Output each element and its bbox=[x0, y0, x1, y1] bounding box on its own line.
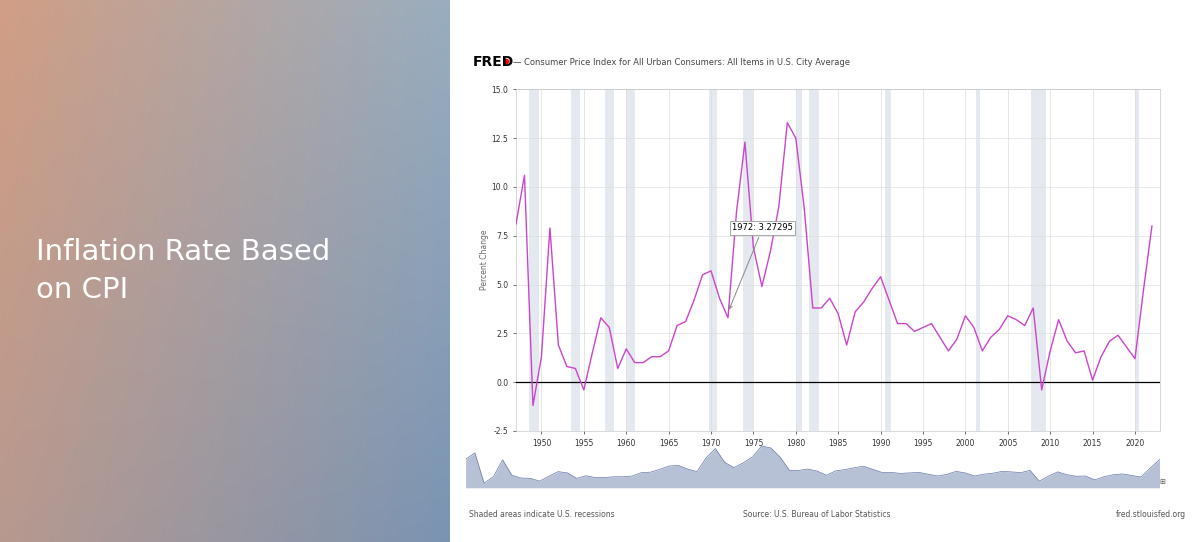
Bar bbox=[884, 89, 892, 431]
Bar bbox=[626, 89, 635, 431]
Text: — Consumer Price Index for All Urban Consumers: All Items in U.S. City Average: — Consumer Price Index for All Urban Con… bbox=[514, 58, 851, 67]
Text: Shaded areas indicate U.S. recessions: Shaded areas indicate U.S. recessions bbox=[469, 510, 614, 519]
Bar bbox=[709, 89, 718, 431]
Text: ⊞: ⊞ bbox=[1159, 479, 1165, 486]
Bar bbox=[1031, 89, 1046, 431]
Y-axis label: Percent Change: Percent Change bbox=[480, 230, 488, 291]
Text: Source: U.S. Bureau of Labor Statistics: Source: U.S. Bureau of Labor Statistics bbox=[744, 510, 890, 519]
Text: fred.stlouisfed.org: fred.stlouisfed.org bbox=[1116, 510, 1186, 519]
Bar bbox=[796, 89, 802, 431]
Bar bbox=[809, 89, 820, 431]
Bar bbox=[976, 89, 980, 431]
Bar bbox=[571, 89, 580, 431]
Text: Inflation Rate Based
on CPI: Inflation Rate Based on CPI bbox=[36, 237, 330, 305]
Bar bbox=[743, 89, 754, 431]
Text: 1972: 3.27295: 1972: 3.27295 bbox=[730, 223, 793, 309]
Bar bbox=[1135, 89, 1139, 431]
Bar bbox=[605, 89, 613, 431]
Text: FRED: FRED bbox=[473, 55, 514, 69]
Bar bbox=[529, 89, 539, 431]
